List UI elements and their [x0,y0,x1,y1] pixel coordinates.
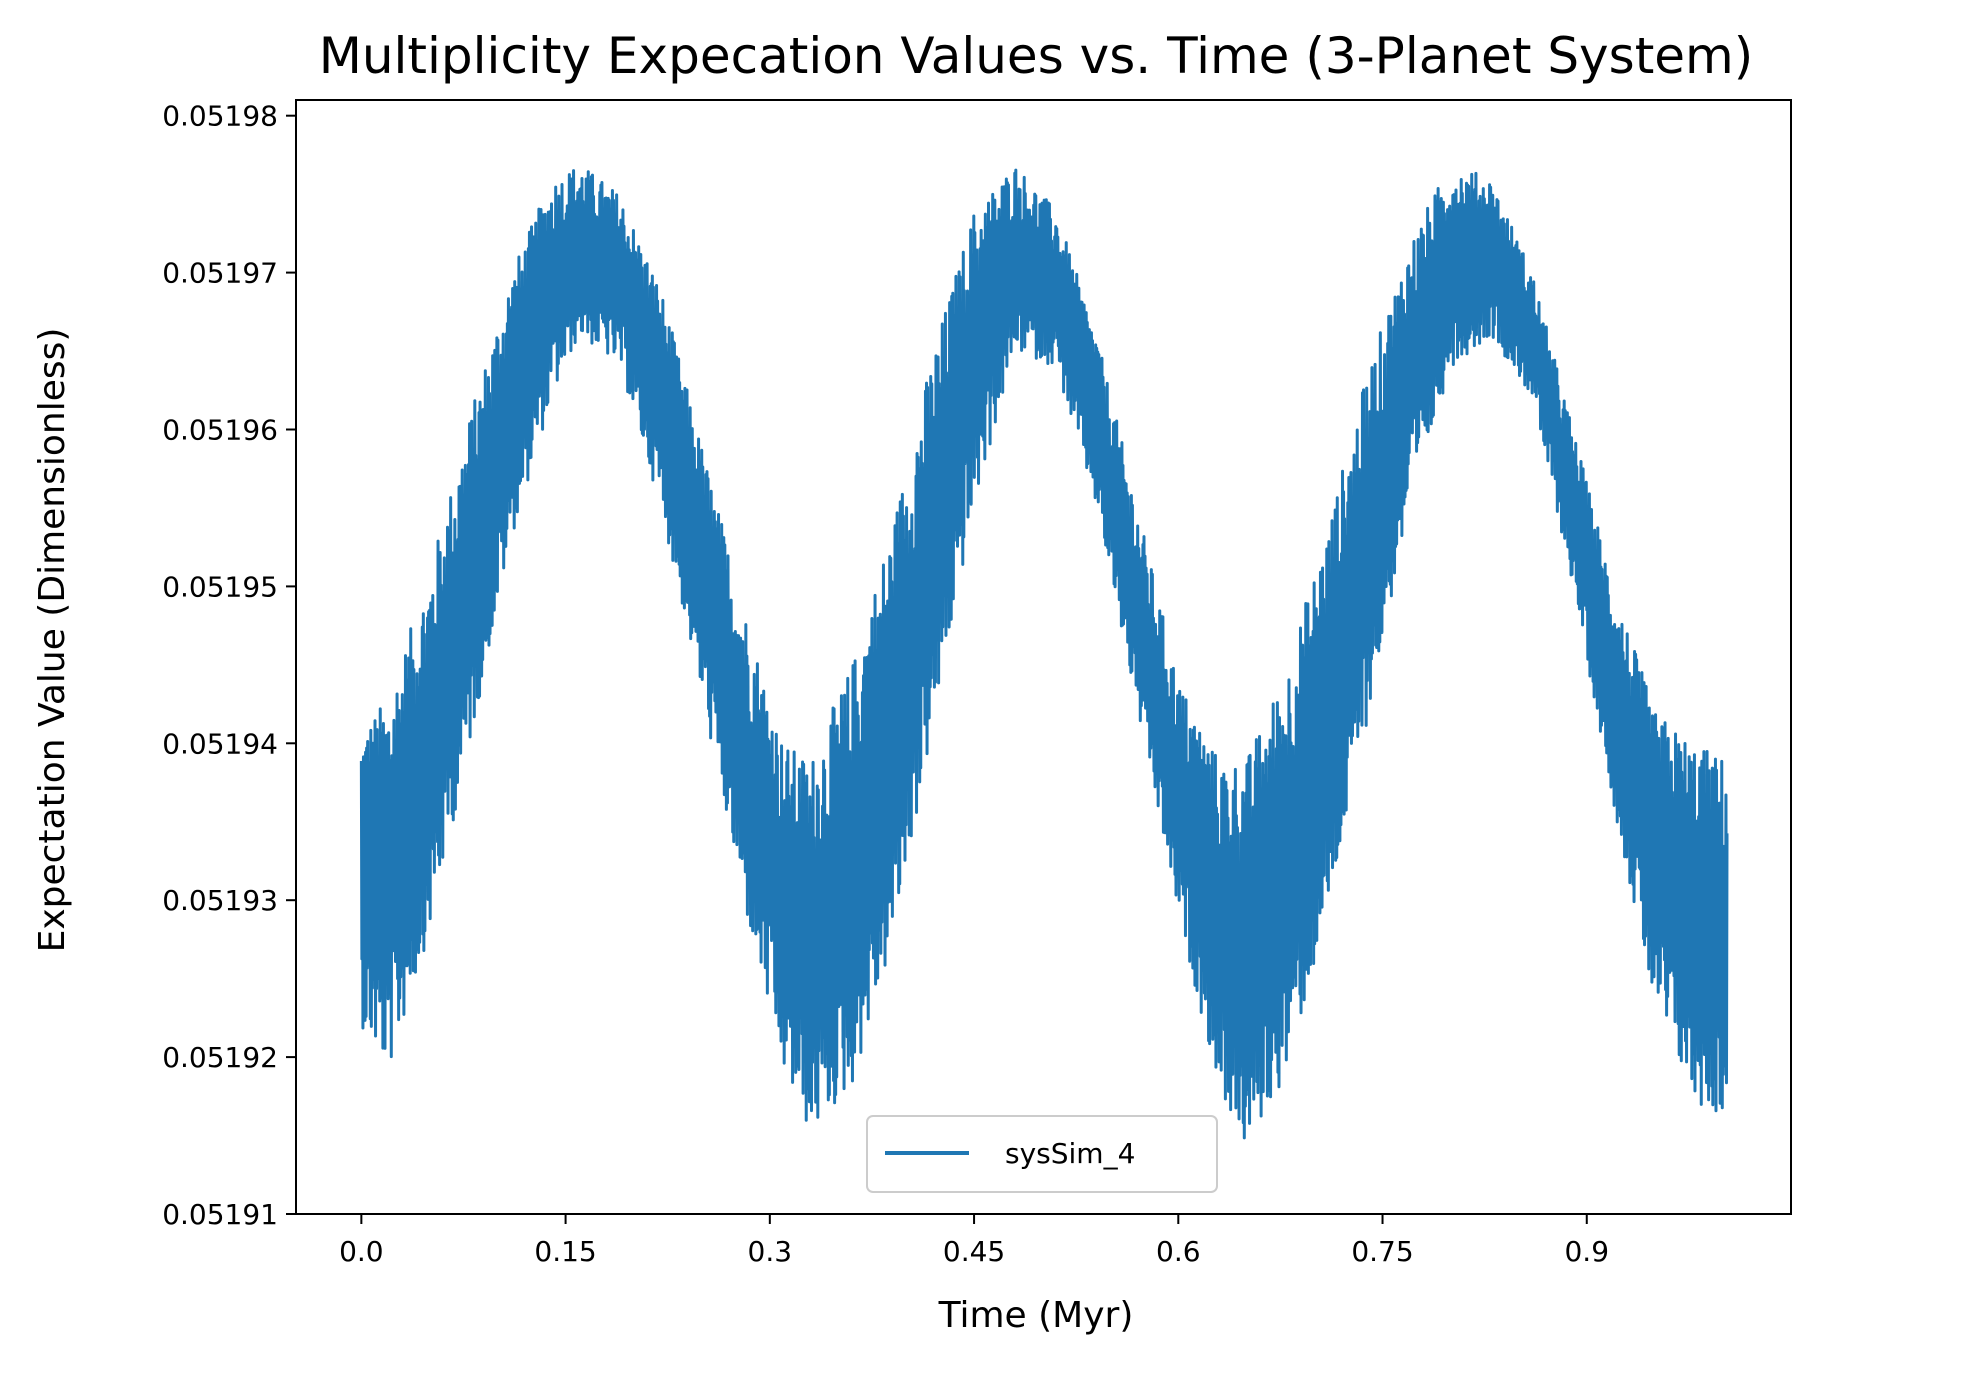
x-axis-label: Time (Myr) [938,1295,1134,1336]
y-tick-label: 0.05194 [162,727,278,760]
legend-box [866,1115,1218,1193]
y-tick-label: 0.05198 [162,100,278,133]
x-tick-label: 0.3 [748,1235,793,1268]
plot-area [295,99,1792,1215]
chart-title: Multiplicity Expecation Values vs. Time … [319,27,1754,85]
x-tick-label: 0.6 [1156,1235,1201,1268]
y-tick-label: 0.05195 [162,570,278,603]
legend: sysSim_4 [866,1115,1218,1193]
y-axis-ticks: 0.05191 0.05192 0.05193 0.05194 0.05195 0.051… [162,100,296,1231]
series-line-syssim-4 [359,168,1729,1140]
series-group [359,168,1729,1140]
x-axis-ticks: 0.0 0.15 0.3 0.45 0.6 0.75 0.9 [339,1214,1609,1268]
x-tick-label: 0.15 [534,1235,596,1268]
y-axis-label: Expectation Value (Dimensionless) [32,328,73,953]
y-tick-label: 0.05191 [162,1198,278,1231]
x-tick-label: 0.45 [943,1235,1005,1268]
y-tick-label: 0.05196 [162,413,278,446]
x-tick-label: 0.0 [339,1235,384,1268]
x-tick-label: 0.75 [1351,1235,1413,1268]
x-tick-label: 0.9 [1564,1235,1609,1268]
axes-frame [295,99,1792,1215]
y-tick-label: 0.05197 [162,257,278,290]
y-tick-label: 0.05192 [162,1041,278,1074]
legend-label-syssim-4: sysSim_4 [1005,1137,1135,1170]
y-tick-label: 0.05193 [162,884,278,917]
